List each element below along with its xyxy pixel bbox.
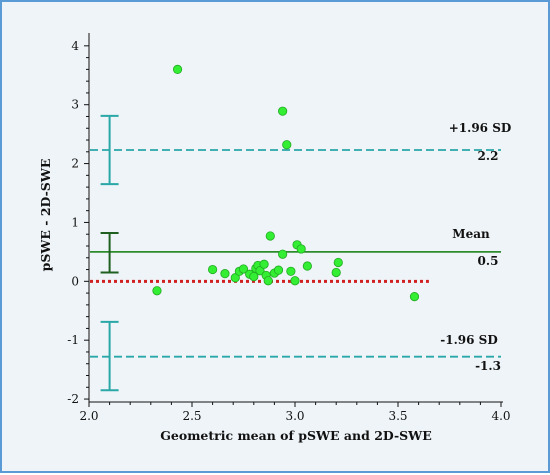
data-point <box>278 249 288 259</box>
data-point <box>333 257 343 268</box>
y-tick-label: -2 <box>67 392 79 406</box>
y-tick-label: 3 <box>71 98 79 112</box>
x-tick-label: 3.0 <box>285 409 304 423</box>
data-point <box>286 266 296 276</box>
data-points <box>152 64 420 302</box>
upper-loa-label: +1.96 SD <box>449 121 512 135</box>
reference-lines <box>90 149 501 358</box>
data-point <box>290 276 300 286</box>
data-point <box>255 266 265 276</box>
y-tick-label: 4 <box>71 39 79 53</box>
lower-loa-value: -1.3 <box>475 359 501 373</box>
axes: -2 -1 0 1 2 3 4 2.0 2.5 3.0 3.5 4.0 <box>67 33 511 423</box>
data-point <box>230 273 240 283</box>
x-axis-title: Geometric mean of pSWE and 2D-SWE <box>160 428 432 443</box>
data-point <box>220 269 230 279</box>
confidence-intervals <box>100 114 119 392</box>
x-tick-label: 3.5 <box>388 409 407 423</box>
y-axis-title: pSWE - 2D-SWE <box>38 159 53 272</box>
data-point <box>263 276 273 286</box>
y-tick-label: 0 <box>71 274 79 288</box>
line-labels: +1.96 SD 2.2 Mean 0.5 -1.96 SD -1.3 <box>440 121 511 373</box>
y-tick-label: -1 <box>67 333 79 347</box>
data-point <box>331 267 341 278</box>
x-tick-label: 2.0 <box>79 409 98 423</box>
x-tick-label: 2.5 <box>182 409 201 423</box>
data-point <box>172 64 183 74</box>
data-point <box>302 261 312 271</box>
y-tick-label: 1 <box>71 215 79 229</box>
data-point <box>278 106 288 116</box>
lower-loa-label: -1.96 SD <box>440 333 497 347</box>
mean-value: 0.5 <box>478 254 499 268</box>
data-point <box>259 259 269 269</box>
data-point <box>296 244 306 254</box>
data-point <box>409 292 420 302</box>
y-tick-label: 2 <box>71 157 79 171</box>
data-point <box>208 264 218 275</box>
upper-loa-value: 2.2 <box>478 149 499 163</box>
x-tick-label: 4.0 <box>491 409 510 423</box>
mean-label: Mean <box>452 227 490 241</box>
data-point <box>152 286 162 296</box>
data-point <box>265 231 275 241</box>
data-point <box>238 264 249 274</box>
data-point <box>282 140 292 150</box>
data-point <box>273 265 284 275</box>
